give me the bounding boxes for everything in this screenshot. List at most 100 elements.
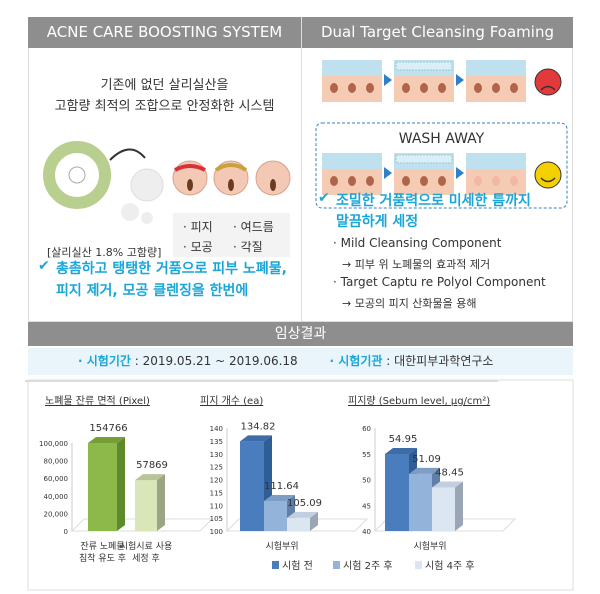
column-divider: [301, 17, 302, 322]
y-tick-label: 40,000: [44, 493, 69, 501]
y-tick-label: 45: [362, 502, 371, 510]
pore-drop: [474, 176, 482, 186]
component-2: · Target Captu re Polyol Component: [333, 275, 546, 289]
floor: [225, 518, 369, 532]
y-tick-label: 130: [210, 451, 223, 459]
category-label: 시험시료 사용: [120, 541, 173, 552]
x-axis-label: 시험부위: [265, 541, 298, 552]
pore-drop: [366, 83, 374, 93]
desc-line-2: 고함량 최적의 조합으로 안정화한 시스템: [54, 99, 275, 114]
y-tick-label: 135: [210, 438, 223, 446]
legend-swatch: [415, 561, 422, 569]
component-1-effect: → 피부 위 노폐물의 효과적 제거: [342, 258, 491, 271]
y-tick-label: 105: [210, 515, 223, 523]
floor: [70, 518, 214, 532]
sad-face-icon: [534, 68, 562, 96]
right-benefit-2: 말끔하게 세정: [336, 214, 419, 230]
left-benefit-2: 피지 제거, 모공 클렌징을 한번에: [56, 283, 249, 299]
pore-drop: [438, 176, 446, 186]
arrow-icon: [456, 74, 464, 86]
chart-title: 피지량 (Sebum level, μg/cm²): [348, 395, 490, 407]
arrow-icon: [456, 167, 464, 179]
bar-side: [310, 511, 318, 531]
bar-top: [135, 474, 165, 481]
period-value: : 2019.05.21 ~ 2019.06.18: [130, 354, 298, 368]
pore-drop: [366, 176, 374, 186]
bar-top: [264, 495, 295, 502]
test-info-bar: · 시험기간 : 2019.05.21 ~ 2019.06.18 · 시험기관 …: [28, 348, 573, 375]
data-label: 105.09: [287, 498, 322, 509]
data-label: 51.09: [412, 454, 441, 465]
category-label: 잔류 노폐물: [80, 540, 124, 552]
pore-drop: [402, 83, 410, 93]
pore-drop: [420, 83, 428, 93]
water-layer: [322, 153, 382, 169]
water-layer: [466, 60, 526, 76]
targets-box: [173, 213, 290, 257]
bar: [135, 480, 157, 531]
bar-top: [432, 481, 463, 488]
y-tick-label: 40: [362, 528, 371, 536]
right-benefit-1: 조밀한 거품력으로 미세한 틈까지: [336, 193, 531, 209]
checkmark-icon: ✔: [318, 190, 330, 206]
data-label: 54.95: [389, 434, 418, 445]
y-tick-label: 120: [210, 477, 223, 485]
legend-label: 시험 2주 후: [343, 560, 393, 572]
bar-top: [385, 448, 417, 455]
mouth: [540, 85, 556, 91]
x-axis-label: 시험부위: [413, 541, 446, 552]
org-value: : 대한피부과학연구소: [382, 354, 494, 368]
data-label: 134.82: [241, 421, 276, 432]
bar: [287, 517, 310, 531]
y-tick-label: 80,000: [44, 458, 69, 466]
org-label: · 시험기관: [329, 354, 383, 368]
bar: [385, 454, 409, 531]
salicylic-illustration: [43, 141, 291, 224]
bar: [240, 441, 264, 531]
left-header: ACNE CARE BOOSTING SYSTEM: [28, 17, 301, 48]
target-sebum: · 피지: [183, 220, 213, 234]
mouth: [540, 177, 556, 183]
charts-frame: [27, 379, 574, 591]
foam-illustration: [315, 60, 568, 209]
bar: [409, 473, 432, 531]
pore-drop: [348, 83, 356, 93]
water-layer: [322, 60, 382, 76]
pore-drop: [420, 176, 428, 186]
data-label: 57869: [136, 460, 168, 471]
y-tick-label: 60,000: [44, 475, 69, 483]
y-tick-label: 0: [64, 528, 68, 536]
pore-drop: [510, 83, 518, 93]
data-label: 48.45: [435, 467, 464, 478]
data-label: 154766: [89, 423, 127, 434]
y-tick-label: 50: [362, 477, 371, 485]
wash-away-label: WASH AWAY: [398, 131, 485, 147]
bar-side: [117, 437, 125, 531]
water-layer: [466, 153, 526, 169]
floor: [373, 518, 517, 532]
legend-swatch: [272, 561, 279, 569]
bar-top: [240, 435, 272, 442]
chart-title: 노폐물 잔류 면적 (Pixel): [45, 395, 150, 407]
bar-side: [455, 481, 463, 531]
bar-top: [287, 511, 318, 518]
bar: [264, 501, 287, 531]
bar: [88, 443, 117, 531]
pore-drop: [330, 83, 338, 93]
pore-drop: [348, 176, 356, 186]
left-benefit-1: 총촘하고 탱탱한 거품으로 피부 노폐물,: [56, 261, 287, 277]
bar-top: [409, 467, 440, 474]
arrow-icon: [384, 167, 392, 179]
y-tick-label: 100,000: [39, 440, 68, 448]
y-tick-label: 20,000: [44, 510, 69, 518]
y-tick-label: 55: [362, 451, 371, 459]
y-tick-label: 115: [210, 489, 223, 497]
checkmark-icon: ✔: [38, 258, 50, 274]
component-1: · Mild Cleansing Component: [333, 236, 502, 250]
bar-side: [157, 474, 165, 531]
desc-line-1: 기존에 없던 살리실산을: [100, 78, 229, 93]
category-label: 세정 후: [132, 553, 160, 564]
y-tick-label: 60: [362, 425, 371, 433]
chart-title: 피지 개수 (ea): [200, 395, 263, 407]
y-tick-label: 110: [210, 502, 223, 510]
